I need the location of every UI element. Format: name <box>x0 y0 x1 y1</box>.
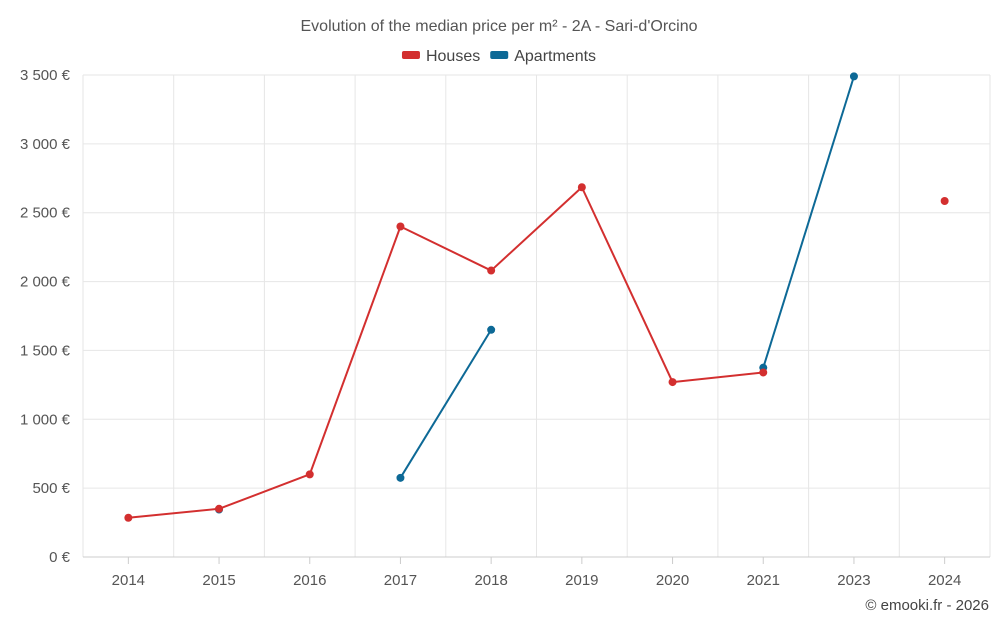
series-line-segment <box>762 76 855 368</box>
y-tick-label: 500 € <box>32 480 70 497</box>
legend-label: Houses <box>426 48 480 65</box>
y-tick-label: 2 000 € <box>20 274 71 291</box>
series-line-segment <box>218 473 311 510</box>
series-line-segment <box>308 226 402 475</box>
chart-title: Evolution of the median price per m² - 2… <box>301 18 698 35</box>
x-tick-label: 2017 <box>384 572 417 589</box>
data-point[interactable] <box>759 368 768 377</box>
data-point[interactable] <box>396 222 405 231</box>
y-tick-label: 3 000 € <box>20 136 71 153</box>
data-point[interactable] <box>940 197 949 206</box>
y-axis: 0 € 500 € 1 000 € 1 500 € 2 000 € 2 500 € 3 00… <box>20 67 71 566</box>
data-point[interactable] <box>849 72 858 81</box>
x-tick-label: 2018 <box>474 572 507 589</box>
legend-item-apartments[interactable]: Apartments <box>490 48 596 65</box>
x-tick-label: 2023 <box>837 572 870 589</box>
legend[interactable]: Houses Apartments <box>401 48 596 65</box>
y-tick-label: 0 € <box>49 549 71 566</box>
credit-text: © emooki.fr - 2026 <box>865 597 989 614</box>
x-tick-label: 2014 <box>112 572 145 589</box>
series-line-segment <box>672 371 764 384</box>
x-axis: 2014 2015 2016 2017 2018 2019 2020 2021 2023 2024 <box>83 556 990 589</box>
y-tick-label: 1 500 € <box>20 342 71 359</box>
data-point[interactable] <box>668 378 677 387</box>
legend-swatch <box>490 51 509 59</box>
legend-swatch <box>401 51 420 59</box>
x-tick-label: 2021 <box>747 572 780 589</box>
x-tick-label: 2016 <box>293 572 326 589</box>
series-apartments <box>215 72 858 514</box>
series-line-segment <box>490 186 583 272</box>
data-point[interactable] <box>577 183 586 192</box>
series-line-segment <box>128 507 220 519</box>
x-tick-label: 2019 <box>565 572 598 589</box>
x-tick-label: 2024 <box>928 572 961 589</box>
series-line-segment <box>580 186 674 383</box>
y-tick-label: 3 500 € <box>20 67 71 84</box>
series-houses <box>124 183 949 522</box>
data-point[interactable] <box>396 473 405 482</box>
data-point[interactable] <box>124 513 133 522</box>
data-point[interactable] <box>215 504 224 513</box>
x-tick-label: 2020 <box>656 572 689 589</box>
legend-item-houses[interactable]: Houses <box>401 48 480 65</box>
y-tick-label: 1 000 € <box>20 411 71 428</box>
series-line-segment <box>400 225 492 272</box>
grid <box>82 74 991 557</box>
y-tick-label: 2 500 € <box>20 205 71 222</box>
data-point[interactable] <box>487 266 496 275</box>
legend-label: Apartments <box>514 48 596 65</box>
x-tick-label: 2015 <box>202 572 235 589</box>
data-point[interactable] <box>487 325 496 334</box>
series-line-segment <box>399 329 493 479</box>
data-point[interactable] <box>305 470 314 479</box>
series-layer <box>124 72 949 522</box>
